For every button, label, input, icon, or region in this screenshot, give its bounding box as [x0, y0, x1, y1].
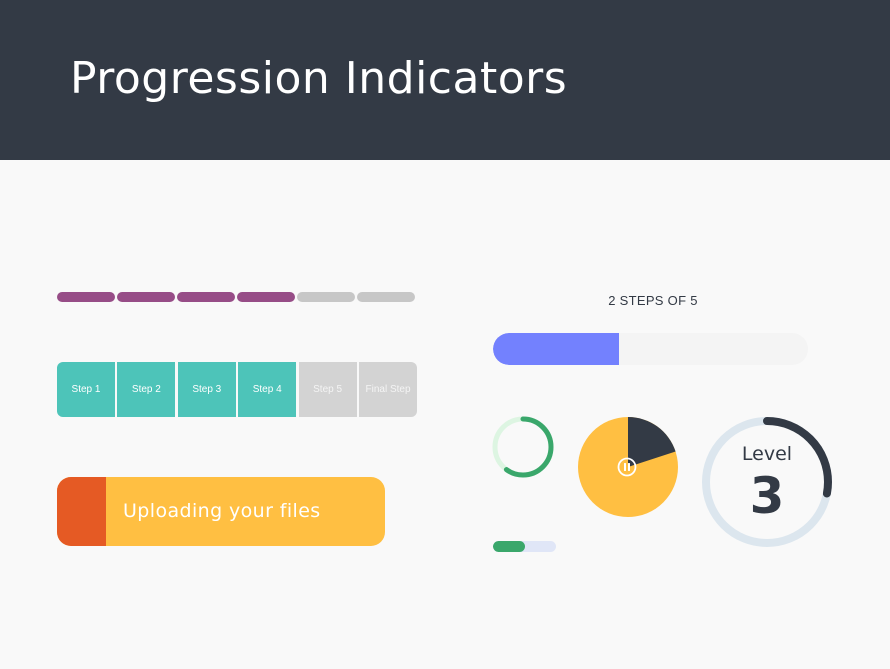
step-box[interactable]: Step 1: [57, 362, 115, 417]
step-box[interactable]: Step 3: [177, 362, 236, 417]
upload-label: Uploading your files: [123, 500, 321, 522]
level-progress-ring: [702, 417, 832, 547]
circular-progress-ring: [492, 416, 554, 478]
level-label: Level: [741, 443, 793, 465]
step-counter-label: 2 STEPS OF 5: [608, 293, 698, 308]
step-progress-indicator: Step 1 Step 2 Step 3 Step 4 Step 5 Final Step: [57, 362, 417, 417]
step-box[interactable]: Final Step: [359, 362, 417, 417]
step-box[interactable]: Step 2: [117, 362, 176, 417]
mini-progress-fill: [493, 541, 525, 552]
progress-segment: [297, 292, 355, 302]
step-box[interactable]: Step 5: [298, 362, 357, 417]
upload-progress-bar: Uploading your files: [57, 477, 385, 546]
progress-segment: [117, 292, 175, 302]
ring-arc: [492, 416, 554, 478]
upload-progress-fill: [57, 477, 107, 546]
page-title: Progression Indicators: [70, 53, 568, 104]
step-counter-fill: [493, 333, 619, 365]
pie-elapsed: [628, 417, 676, 467]
level-ring-arc: [702, 417, 832, 547]
progress-segment: [57, 292, 115, 302]
progress-segment: [237, 292, 295, 302]
step-counter-bar: [493, 333, 808, 365]
level-number: 3: [749, 467, 785, 525]
segmented-progress-bar: [57, 292, 417, 302]
progress-segment: [357, 292, 415, 302]
pause-icon[interactable]: [617, 457, 637, 477]
progress-segment: [177, 292, 235, 302]
step-box[interactable]: Step 4: [238, 362, 297, 417]
mini-progress-bar: [493, 541, 556, 552]
header-banner: Progression Indicators: [0, 0, 890, 160]
